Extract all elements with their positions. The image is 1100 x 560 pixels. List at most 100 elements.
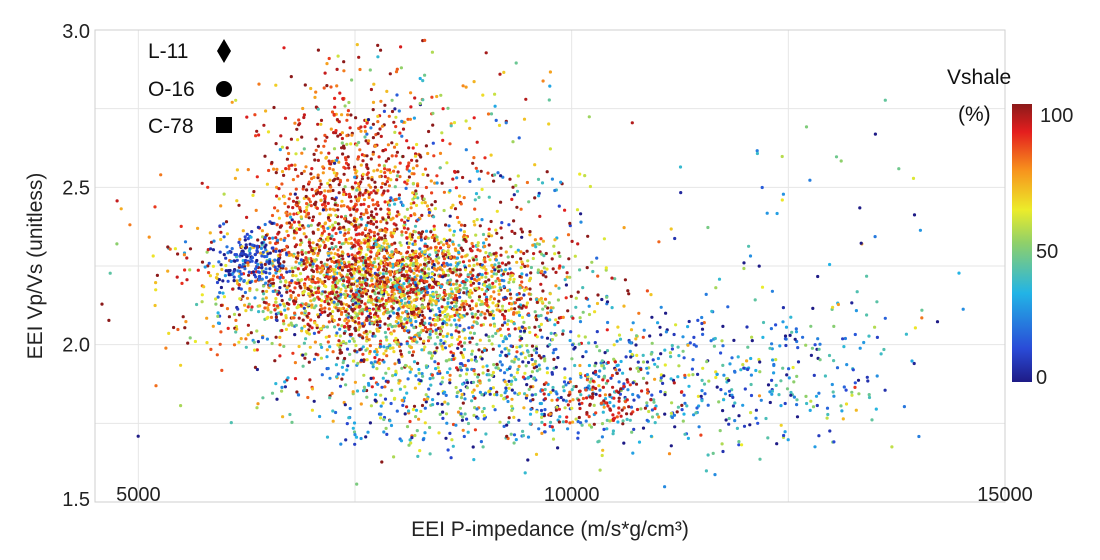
data-point xyxy=(538,250,542,254)
data-point xyxy=(413,267,417,271)
data-point xyxy=(331,419,335,423)
data-point xyxy=(503,380,507,384)
data-point xyxy=(779,379,783,383)
data-point xyxy=(360,283,364,287)
data-point xyxy=(420,318,424,322)
data-point xyxy=(308,378,312,382)
data-point xyxy=(351,292,355,296)
data-point xyxy=(217,278,221,282)
data-point xyxy=(237,313,241,317)
data-point xyxy=(297,261,302,265)
data-point xyxy=(491,281,495,285)
data-point xyxy=(244,309,248,313)
data-point xyxy=(369,376,373,380)
data-point xyxy=(484,275,488,279)
data-point xyxy=(364,289,368,293)
data-point xyxy=(508,277,512,281)
data-point xyxy=(401,266,406,270)
data-point xyxy=(433,181,437,185)
data-point xyxy=(309,86,313,91)
data-point xyxy=(749,411,753,415)
data-point xyxy=(429,296,433,300)
data-point xyxy=(415,142,419,147)
data-point xyxy=(572,385,576,389)
data-point xyxy=(373,315,377,319)
data-point xyxy=(308,345,312,349)
data-point xyxy=(844,402,849,406)
data-point xyxy=(485,364,489,368)
data-point xyxy=(338,265,342,270)
data-point xyxy=(380,124,384,128)
data-point xyxy=(405,167,409,171)
data-point xyxy=(597,439,601,443)
data-point xyxy=(515,298,519,302)
data-point xyxy=(578,320,583,324)
data-point xyxy=(543,408,547,412)
data-point xyxy=(325,62,329,66)
data-point xyxy=(477,277,481,281)
data-point xyxy=(338,348,342,352)
data-point xyxy=(407,296,411,300)
data-point xyxy=(659,305,663,309)
data-point xyxy=(536,177,541,181)
data-point xyxy=(470,325,474,329)
data-point xyxy=(507,379,511,383)
data-point xyxy=(441,254,445,258)
data-point xyxy=(274,297,278,301)
data-point xyxy=(722,373,726,377)
data-point xyxy=(461,279,465,284)
data-point xyxy=(311,241,315,245)
data-point xyxy=(680,403,684,407)
data-point xyxy=(272,274,276,278)
data-point xyxy=(379,416,383,420)
data-point xyxy=(311,194,316,198)
data-point xyxy=(334,306,338,310)
data-point xyxy=(335,67,339,71)
data-point xyxy=(291,199,296,203)
data-point xyxy=(399,252,403,256)
data-point xyxy=(246,333,250,337)
data-point xyxy=(353,165,357,169)
data-point xyxy=(398,241,402,245)
data-point xyxy=(383,258,387,263)
data-point xyxy=(398,290,402,294)
data-point xyxy=(381,401,385,405)
data-point xyxy=(550,372,555,376)
data-point xyxy=(325,135,329,139)
data-point xyxy=(397,109,401,113)
data-point xyxy=(746,345,750,349)
data-point xyxy=(328,166,332,171)
data-point xyxy=(305,331,309,335)
data-point xyxy=(308,244,312,248)
data-point xyxy=(832,359,836,363)
data-point xyxy=(280,145,284,149)
data-point xyxy=(771,358,775,362)
data-point xyxy=(611,413,615,417)
data-point xyxy=(414,415,418,419)
data-point xyxy=(341,340,345,344)
data-point xyxy=(449,287,453,291)
data-point xyxy=(308,200,312,204)
data-point xyxy=(405,321,409,325)
data-point xyxy=(207,271,211,275)
data-point xyxy=(431,259,435,263)
data-point xyxy=(709,339,713,343)
data-point xyxy=(287,221,292,225)
data-point xyxy=(270,246,274,250)
data-point xyxy=(215,280,220,285)
data-point xyxy=(347,260,351,264)
data-point xyxy=(407,443,411,447)
data-point xyxy=(617,406,621,410)
data-point xyxy=(393,324,398,328)
data-point xyxy=(406,318,410,322)
data-point xyxy=(547,301,551,305)
data-point xyxy=(301,291,305,295)
data-point xyxy=(336,177,340,181)
data-point xyxy=(436,294,440,298)
data-point xyxy=(287,197,291,201)
data-point xyxy=(209,347,213,351)
data-point xyxy=(319,151,323,155)
data-point xyxy=(466,381,470,385)
data-point xyxy=(316,176,320,180)
data-point xyxy=(758,360,762,364)
